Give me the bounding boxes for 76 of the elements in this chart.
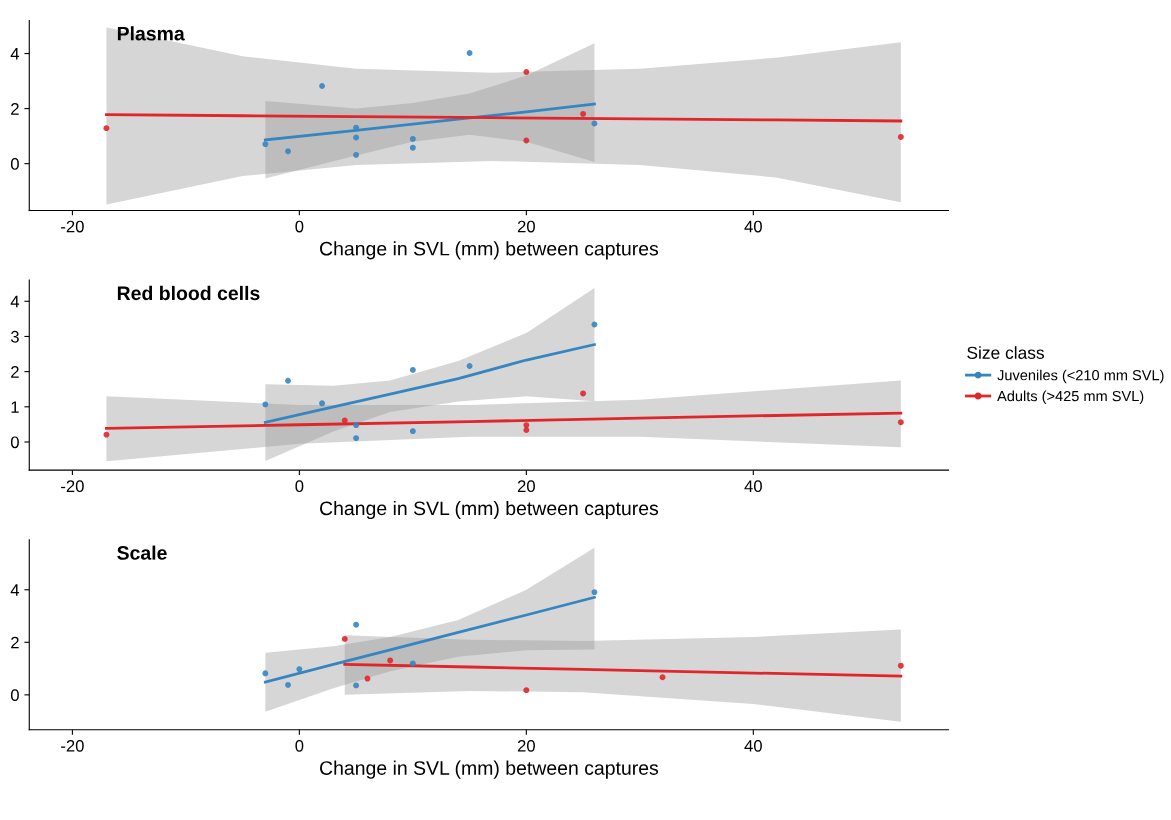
legend-label: Juveniles (<210 mm SVL) (997, 369, 1164, 384)
x-tick-label: 40 (744, 739, 762, 752)
point (364, 675, 371, 682)
point (409, 135, 416, 142)
point (319, 400, 326, 407)
point (523, 687, 530, 694)
x-tick-label: 0 (295, 220, 304, 233)
line-series (105, 411, 903, 430)
point (591, 321, 598, 328)
point (296, 666, 303, 673)
y-tick-label: 3 (10, 330, 19, 343)
point (353, 151, 360, 158)
point (591, 589, 598, 596)
x-tick-label: -20 (61, 480, 84, 493)
point (285, 681, 291, 688)
point (353, 124, 360, 131)
x-tick-label: 0 (295, 739, 304, 752)
point (353, 134, 360, 141)
y-tick-label: 4 (10, 584, 20, 596)
x-axis-title: Change in SVL (mm) between captures (320, 760, 659, 779)
x-tick-label: 40 (744, 220, 762, 233)
x-axis-title: Change in SVL (mm) between captures (320, 241, 659, 260)
point (353, 621, 360, 628)
point (466, 50, 473, 56)
x-axis-title: Change in SVL (mm) between captures (320, 500, 659, 520)
x-tick-label: -20 (61, 220, 84, 233)
chart-title: Plasma (117, 26, 185, 41)
point (591, 120, 598, 127)
line-series (263, 343, 596, 424)
point (897, 662, 904, 669)
point (262, 670, 269, 677)
x-tick-label: 20 (517, 220, 535, 233)
point (466, 363, 473, 369)
point (897, 419, 904, 426)
y-tick-label: 4 (10, 295, 20, 308)
point (580, 390, 587, 397)
y-tick-label: 0 (10, 689, 19, 702)
point (285, 377, 291, 384)
point (523, 69, 530, 75)
y-tick-label: 2 (11, 636, 19, 649)
point (409, 366, 416, 373)
point (409, 660, 416, 667)
y-tick-label: 0 (10, 158, 19, 170)
x-tick-label: 20 (517, 739, 535, 752)
point (262, 401, 269, 408)
x-tick-label: 40 (744, 480, 762, 493)
y-tick-label: 0 (10, 436, 19, 449)
x-tick-label: -20 (61, 739, 84, 752)
point (262, 141, 269, 148)
x-tick-label: 0 (295, 480, 304, 493)
chart-title: Scale (117, 545, 167, 560)
line-series (343, 662, 903, 678)
point (523, 427, 530, 433)
point (103, 125, 110, 132)
y-tick-label: 1 (11, 401, 19, 413)
point (341, 635, 348, 642)
chart-title: Red blood cells (117, 285, 260, 301)
point (353, 422, 360, 429)
x-tick-label: 20 (517, 480, 535, 493)
y-tick-label: 4 (10, 48, 20, 60)
point (387, 657, 394, 664)
point (409, 428, 416, 435)
point (285, 148, 291, 155)
point (580, 110, 587, 117)
line-series (105, 113, 903, 123)
point (659, 674, 666, 681)
point (353, 682, 360, 689)
point (103, 431, 110, 438)
y-tick-label: 2 (11, 366, 19, 378)
point (409, 144, 416, 151)
point (319, 83, 326, 89)
legend-label: Adults (>425 mm SVL) (997, 390, 1144, 405)
y-tick-label: 2 (11, 103, 19, 115)
point (897, 134, 904, 140)
legend-title: Size class (967, 346, 1044, 359)
point (353, 435, 360, 442)
